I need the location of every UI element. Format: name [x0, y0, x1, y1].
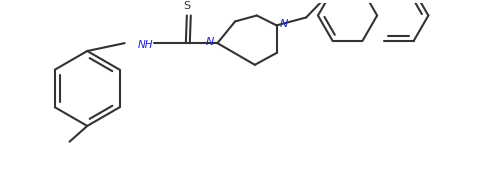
Text: NH: NH — [137, 40, 153, 50]
Text: N: N — [279, 19, 288, 29]
Text: S: S — [183, 1, 191, 11]
Text: N: N — [206, 37, 215, 47]
